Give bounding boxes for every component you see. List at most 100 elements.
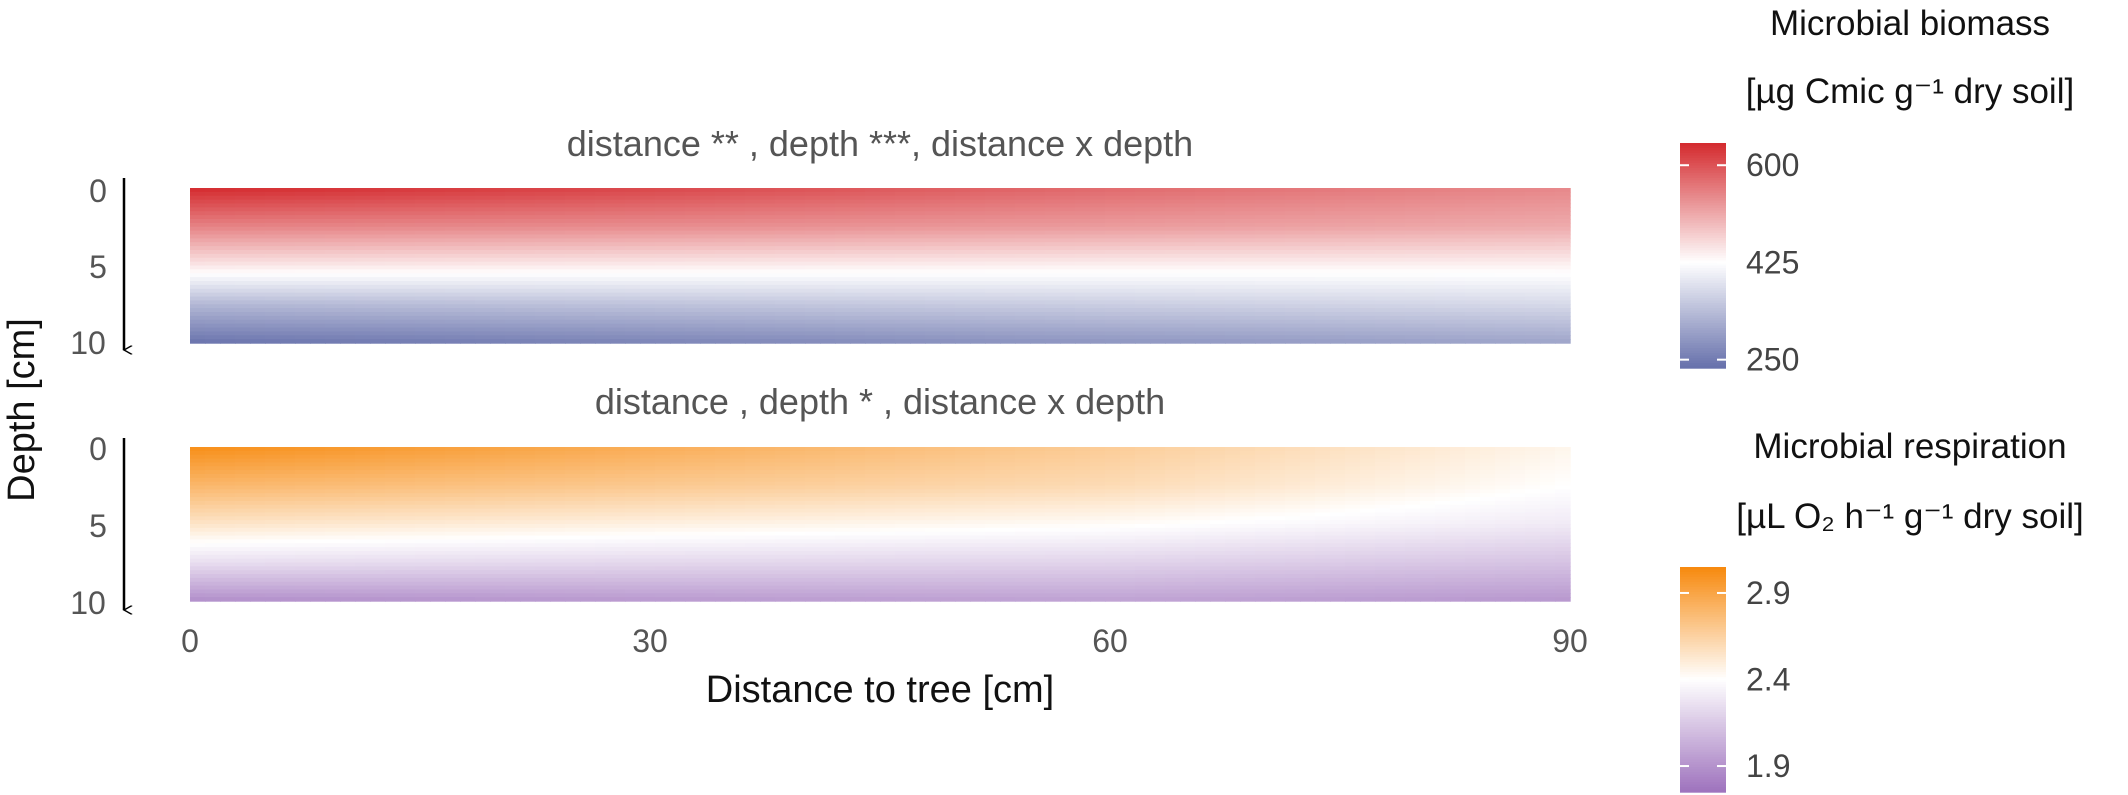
- heatmap-cell: [250, 277, 266, 282]
- heatmap-cell: [520, 315, 536, 321]
- heatmap-cell: [1210, 269, 1226, 274]
- heatmap-cell: [1060, 292, 1076, 298]
- heatmap-cell: [370, 539, 386, 544]
- heatmap-cell: [925, 312, 941, 317]
- heatmap-cell: [475, 470, 491, 475]
- heatmap-cell: [445, 524, 461, 529]
- heatmap-cell: [580, 323, 596, 329]
- heatmap-cell: [1135, 269, 1151, 274]
- heatmap-cell: [970, 226, 986, 232]
- heatmap-cell: [220, 550, 236, 556]
- heatmap-cell: [475, 566, 491, 571]
- heatmap-cell: [970, 300, 986, 305]
- heatmap-cell: [820, 296, 836, 302]
- heatmap-cell: [745, 253, 761, 259]
- heatmap-cell: [670, 462, 686, 467]
- heatmap-cell: [1390, 277, 1406, 282]
- heatmap-cell: [1225, 296, 1241, 302]
- heatmap-cell: [430, 238, 446, 243]
- heatmap-cell: [400, 308, 416, 313]
- heatmap-cell: [490, 323, 506, 329]
- heatmap-cell: [640, 527, 656, 533]
- heatmap-cell: [1240, 312, 1256, 317]
- heatmap-cell: [250, 481, 266, 487]
- heatmap-cell: [1420, 323, 1436, 329]
- heatmap-cell: [970, 257, 986, 263]
- heatmap-cell: [1375, 315, 1391, 321]
- heatmap-cell: [940, 250, 956, 255]
- heatmap-cell: [280, 203, 296, 209]
- heatmap-cell: [535, 539, 551, 544]
- heatmap-cell: [760, 331, 776, 336]
- heatmap-cell: [355, 454, 371, 460]
- heatmap-cell: [235, 512, 251, 517]
- heatmap-cell: [445, 312, 461, 317]
- heatmap-cell: [1450, 323, 1466, 329]
- heatmap-cell: [730, 242, 746, 247]
- heatmap-cell: [820, 203, 836, 209]
- heatmap-cell: [1240, 269, 1256, 274]
- heatmap-cell: [895, 292, 911, 298]
- heatmap-cell: [580, 581, 596, 587]
- heatmap-cell: [580, 539, 596, 544]
- heatmap-cell: [280, 558, 296, 564]
- heatmap-cell: [565, 577, 581, 583]
- heatmap-cell: [1435, 250, 1451, 255]
- heatmap-cell: [1015, 308, 1031, 313]
- heatmap-cell: [730, 238, 746, 243]
- heatmap-cell: [220, 593, 236, 598]
- heatmap-cell: [505, 277, 521, 282]
- heatmap-cell: [1450, 284, 1466, 290]
- heatmap-cell: [730, 296, 746, 302]
- heatmap-cell: [430, 211, 446, 216]
- heatmap-cell: [1045, 226, 1061, 232]
- heatmap-cell: [880, 288, 896, 294]
- heatmap-cell: [1375, 323, 1391, 329]
- heatmap-cell: [1450, 292, 1466, 298]
- heatmap-cell: [250, 257, 266, 263]
- heatmap-cell: [910, 222, 926, 228]
- heatmap-cell: [310, 570, 326, 575]
- heatmap-cell: [325, 242, 341, 247]
- heatmap-cell: [370, 253, 386, 259]
- heatmap-cell: [790, 296, 806, 302]
- heatmap-cell: [235, 203, 251, 209]
- heatmap-cell: [430, 473, 446, 479]
- heatmap-cell: [1120, 323, 1136, 329]
- heatmap-cell: [445, 195, 461, 201]
- heatmap-cell: [625, 570, 641, 575]
- heatmap-cell: [340, 570, 356, 575]
- heatmap-cell: [400, 211, 416, 216]
- heatmap-cell: [505, 300, 521, 305]
- heatmap-cell: [430, 242, 446, 247]
- heatmap-cell: [925, 323, 941, 329]
- heatmap-cell: [1510, 292, 1526, 298]
- heatmap-cell: [1360, 191, 1376, 197]
- heatmap-cell: [190, 477, 206, 483]
- heatmap-cell: [220, 261, 236, 267]
- heatmap-cell: [910, 257, 926, 263]
- heatmap-cell: [1015, 296, 1031, 302]
- heatmap-cell: [1255, 238, 1271, 243]
- heatmap-cell: [295, 281, 311, 286]
- heatmap-cell: [520, 300, 536, 305]
- heatmap-cell: [565, 450, 581, 456]
- heatmap-cell: [355, 585, 371, 591]
- heatmap-cell: [430, 500, 446, 506]
- heatmap-cell: [1210, 234, 1226, 240]
- heatmap-cell: [205, 191, 221, 197]
- heatmap-cell: [565, 516, 581, 521]
- heatmap-cell: [805, 188, 821, 193]
- heatmap-cell: [640, 292, 656, 298]
- heatmap-cell: [355, 261, 371, 267]
- heatmap-cell: [1480, 215, 1496, 220]
- heatmap-cell: [355, 512, 371, 517]
- heatmap-cell: [820, 261, 836, 267]
- heatmap-cell: [550, 277, 566, 282]
- heatmap-cell: [715, 269, 731, 274]
- heatmap-cell: [595, 323, 611, 329]
- heatmap-cell: [670, 497, 686, 502]
- heatmap-cell: [640, 447, 656, 452]
- heatmap-cell: [475, 585, 491, 591]
- heatmap-cell: [820, 250, 836, 255]
